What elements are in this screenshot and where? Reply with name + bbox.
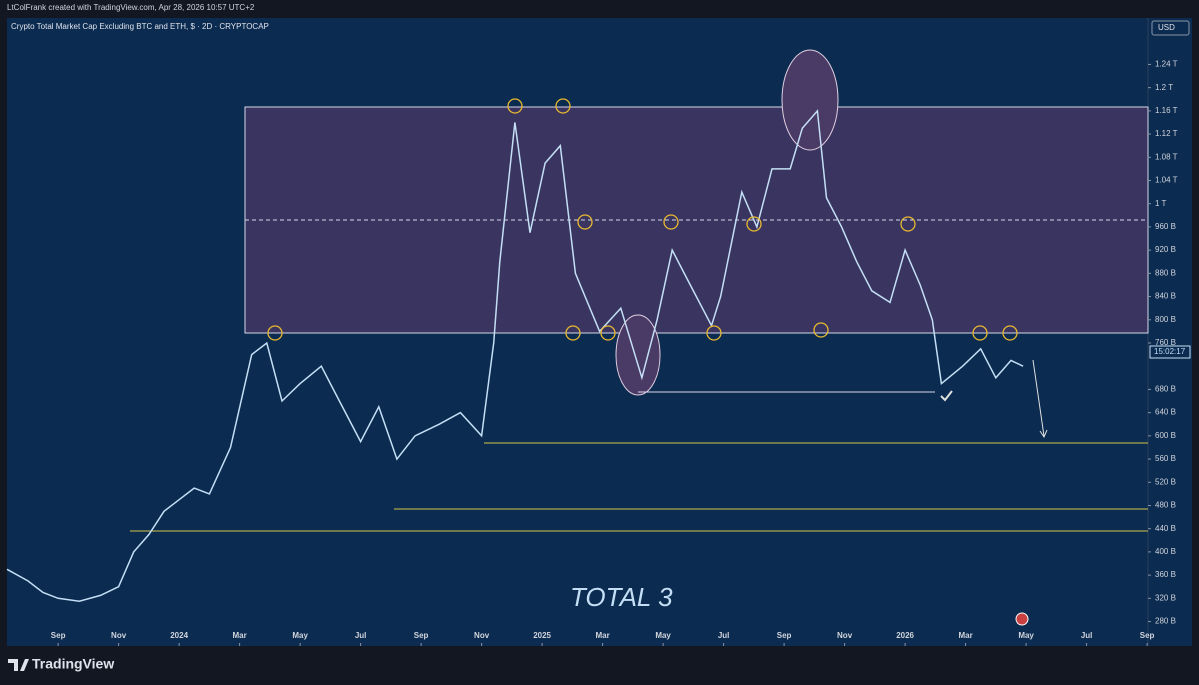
markers (267, 98, 1018, 341)
y-tick-label: 1.16 T (1155, 106, 1178, 115)
x-tick-label: Nov (111, 631, 127, 640)
y-tick-label: 1 T (1155, 199, 1167, 208)
y-tick-label: 520 B (1155, 477, 1176, 486)
y-tick-label: 1.08 T (1155, 152, 1178, 161)
x-tick-label: 2024 (170, 631, 188, 640)
brand: TradingView (32, 656, 114, 672)
y-tick-label: 760 B (1155, 338, 1176, 347)
x-tick-label: Jul (1081, 631, 1093, 640)
y-tick-label: 600 B (1155, 431, 1176, 440)
x-tick-label: May (292, 631, 308, 640)
x-tick-label: May (655, 631, 671, 640)
x-tick-label: Sep (777, 631, 792, 640)
countdown-box (1149, 345, 1191, 359)
x-tick-label: Sep (51, 631, 66, 640)
countdown: 15:02:17 (1154, 347, 1186, 356)
y-tick-label: 1.24 T (1155, 60, 1178, 69)
arrow-head (1039, 429, 1048, 439)
x-tick-label: Jul (718, 631, 730, 640)
highlight-ellipse (781, 49, 839, 151)
y-tick-label: 800 B (1155, 315, 1176, 324)
y-tick-label: 280 B (1155, 617, 1176, 626)
x-tick-label: Sep (1140, 631, 1155, 640)
y-tick-label: 480 B (1155, 501, 1176, 510)
y-tick-label: 920 B (1155, 245, 1176, 254)
x-tick-label: Sep (414, 631, 429, 640)
y-tick-label: 360 B (1155, 570, 1176, 579)
logo (8, 659, 29, 671)
arrow (1032, 359, 1045, 437)
currency: USD (1158, 23, 1175, 32)
y-tick-label: 840 B (1155, 292, 1176, 301)
y-tick-label: 1.04 T (1155, 176, 1178, 185)
annotation: TOTAL 3 (570, 582, 673, 612)
currency-box[interactable] (1151, 20, 1190, 36)
y-tick-label: 1.2 T (1155, 83, 1173, 92)
x-tick-label: Mar (958, 631, 972, 640)
y-tick-label: 640 B (1155, 408, 1176, 417)
y-tick-label: 1.12 T (1155, 129, 1178, 138)
x-tick-label: Jul (355, 631, 367, 640)
highlight-ellipse (615, 314, 661, 396)
y-tick-label: 440 B (1155, 524, 1176, 533)
check-mark (940, 390, 953, 402)
x-tick-label: Nov (837, 631, 853, 640)
y-tick-label: 960 B (1155, 222, 1176, 231)
x-tick-label: 2025 (533, 631, 551, 640)
x-tick-label: Nov (474, 631, 490, 640)
y-tick-label: 880 B (1155, 268, 1176, 277)
y-tick-label: 320 B (1155, 593, 1176, 602)
x-tick-label: Mar (595, 631, 609, 640)
chart-title: Crypto Total Market Cap Excluding BTC an… (11, 22, 269, 31)
y-tick-label: 560 B (1155, 454, 1176, 463)
x-tick-label: Mar (232, 631, 246, 640)
y-tick-label: 680 B (1155, 385, 1176, 394)
credit: LtColFrank created with TradingView.com,… (7, 3, 255, 12)
x-tick-label: 2026 (896, 631, 914, 640)
price-line (6, 109, 1024, 602)
x-tick-label: May (1018, 631, 1034, 640)
y-tick-label: 400 B (1155, 547, 1176, 556)
event-icon[interactable] (1015, 612, 1029, 626)
